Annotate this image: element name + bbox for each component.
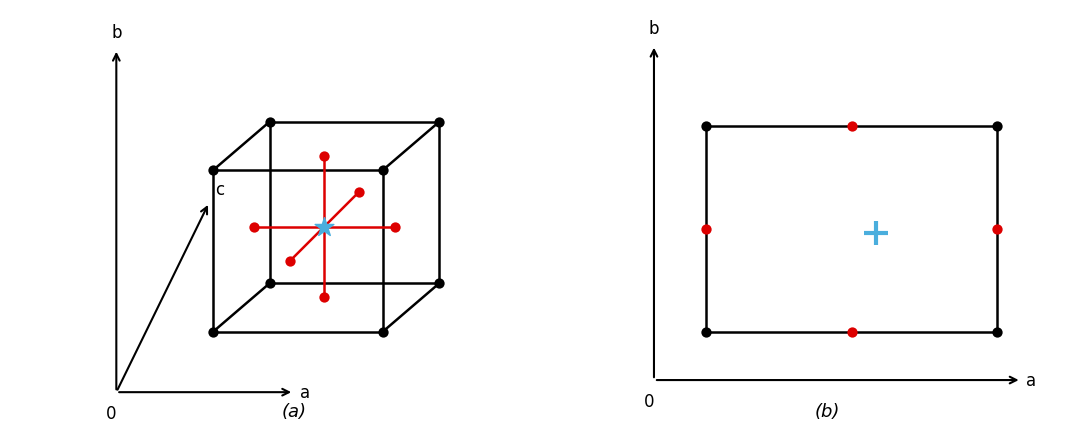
Point (843, 328, 860, 336)
Point (431, 280, 449, 287)
Point (261, 280, 279, 287)
Point (261, 119, 279, 126)
Point (245, 223, 262, 230)
Point (316, 294, 333, 301)
Text: 0: 0 (644, 392, 654, 410)
Point (989, 123, 1006, 130)
Point (989, 226, 1006, 233)
Point (698, 328, 715, 336)
Point (375, 167, 392, 174)
Point (205, 167, 222, 174)
Point (281, 258, 298, 265)
Point (868, 230, 885, 237)
Point (431, 119, 449, 126)
Text: b: b (649, 20, 659, 38)
Point (843, 123, 860, 130)
Text: c: c (216, 181, 224, 199)
Point (698, 226, 715, 233)
Point (375, 328, 392, 336)
Point (316, 223, 333, 230)
Point (350, 189, 367, 196)
Text: b: b (111, 24, 122, 42)
Text: (a): (a) (282, 403, 306, 420)
Point (205, 328, 222, 336)
Point (698, 123, 715, 130)
Point (316, 153, 333, 160)
Text: a: a (1026, 371, 1036, 389)
Text: a: a (301, 383, 310, 401)
Text: 0: 0 (107, 404, 117, 422)
Text: (b): (b) (815, 403, 841, 420)
Point (387, 223, 404, 230)
Point (989, 328, 1006, 336)
